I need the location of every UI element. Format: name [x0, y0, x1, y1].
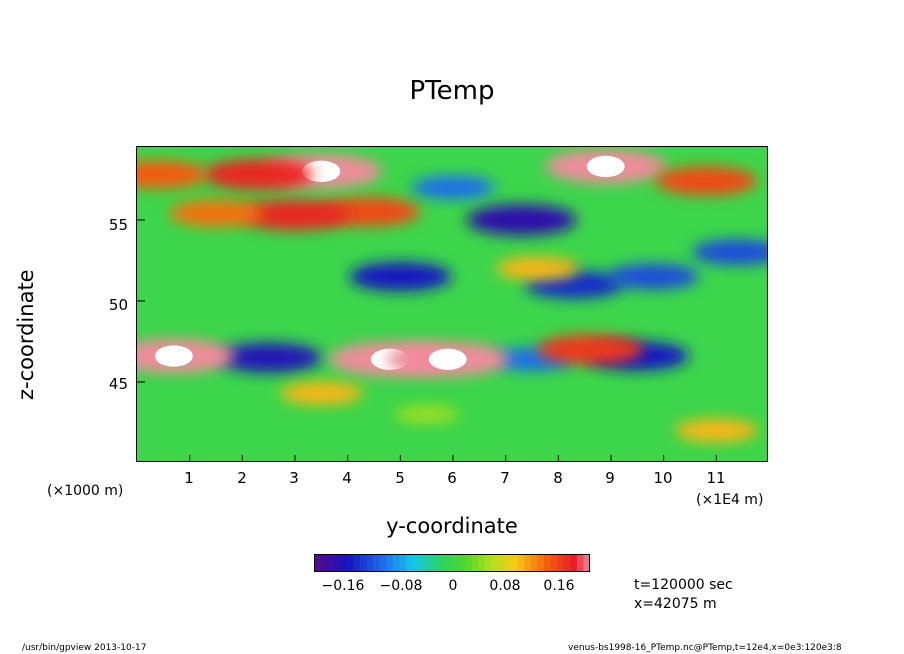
heatmap-feature-1: [239, 199, 351, 231]
y-axis-label: z-coordinate: [14, 269, 38, 400]
colorbar-swatch-16: [419, 554, 427, 572]
x-tick-11: 11: [706, 469, 726, 487]
colorbar-swatch-22: [458, 554, 466, 572]
heatmap-feature-2: [168, 200, 264, 227]
chart-title: PTemp: [409, 76, 495, 106]
colorbar-swatch-25: [478, 554, 486, 572]
colorbar-swatch-9: [373, 554, 381, 572]
heatmap-feature-19: [411, 175, 495, 200]
heatmap: [137, 147, 767, 461]
heatmap-background: [137, 147, 767, 461]
colorbar-swatch-14: [406, 554, 414, 572]
colorbar-swatch-12: [392, 554, 400, 572]
colorbar-swatch-38: [563, 554, 571, 572]
colorbar-swatch-27: [491, 554, 499, 572]
colorbar-swatch-6: [353, 554, 361, 572]
x-tick-3: 3: [289, 469, 299, 487]
colorbar-swatch-4: [340, 554, 348, 572]
colorbar-tick-0: 0: [448, 578, 458, 594]
heatmap-feature-18: [137, 160, 208, 189]
plot-area: [136, 146, 768, 462]
colorbar-swatch-3: [333, 554, 341, 572]
heatmap-feature-20: [654, 166, 757, 196]
colorbar-swatch-23: [465, 554, 473, 572]
colorbar-swatch-31: [517, 554, 525, 572]
x-tick-10: 10: [653, 469, 673, 487]
heatmap-feature-23: [279, 381, 363, 406]
x-tick-9: 9: [605, 469, 615, 487]
colorbar-swatch-41: [583, 554, 591, 572]
colorbar-swatch-18: [432, 554, 440, 572]
y-unit-label: (×1000 m): [47, 483, 124, 499]
x-tick-7: 7: [500, 469, 510, 487]
colorbar-swatch-36: [550, 554, 558, 572]
colorbar-swatch-37: [557, 554, 565, 572]
colorbar-swatch-28: [498, 554, 506, 572]
colorbar-swatches: [314, 554, 591, 572]
colorbar-swatch-40: [576, 554, 584, 572]
y-tick-45: 45: [108, 375, 128, 393]
y-tick-50: 50: [108, 296, 128, 314]
colorbar-tick-neg016: −0.16: [321, 578, 365, 594]
colorbar-swatch-29: [504, 554, 512, 572]
x-tick-6: 6: [447, 469, 457, 487]
colorbar-swatch-11: [386, 554, 394, 572]
colorbar-swatch-5: [346, 554, 354, 572]
colorbar-swatch-0: [314, 554, 322, 572]
heatmap-saturated-12: [428, 348, 467, 370]
heatmap-feature-21: [691, 239, 767, 266]
colorbar-swatch-1: [320, 554, 328, 572]
footer-left: /usr/bin/gpview 2013-10-17: [22, 643, 147, 653]
heatmap-feature-22: [394, 405, 459, 424]
colorbar-swatch-8: [366, 554, 374, 572]
x-tick-1: 1: [184, 469, 194, 487]
x-tick-5: 5: [395, 469, 405, 487]
colorbar-tick-016: 0.16: [543, 578, 575, 594]
colorbar-tick-008: 0.08: [489, 578, 521, 594]
position-info: x=42075 m: [634, 596, 717, 612]
time-info: t=120000 sec: [634, 577, 733, 593]
colorbar-swatch-35: [544, 554, 552, 572]
colorbar-swatch-17: [425, 554, 433, 572]
heatmap-saturated-16: [586, 155, 625, 178]
x-tick-2: 2: [237, 469, 247, 487]
heatmap-feature-17: [203, 159, 314, 191]
colorbar-swatch-2: [327, 554, 335, 572]
colorbar-swatch-32: [524, 554, 532, 572]
colorbar-swatch-7: [360, 554, 368, 572]
heatmap-saturated-13: [154, 345, 193, 367]
heatmap-feature-24: [674, 418, 758, 443]
colorbar-swatch-33: [530, 554, 538, 572]
colorbar-swatch-15: [412, 554, 420, 572]
colorbar-frame: [314, 554, 590, 572]
colorbar-swatch-21: [452, 554, 460, 572]
colorbar-swatch-19: [438, 554, 446, 572]
heatmap-feature-6: [607, 263, 699, 290]
colorbar-swatch-39: [570, 554, 578, 572]
heatmap-feature-4: [349, 262, 452, 292]
footer-right: venus-bs1998-16_PTemp.nc@PTemp,t=12e4,x=…: [568, 643, 842, 653]
colorbar-tick-neg008: −0.08: [379, 578, 423, 594]
colorbar-swatch-30: [511, 554, 519, 572]
colorbar-swatch-13: [399, 554, 407, 572]
x-unit-label: (×1E4 m): [696, 492, 764, 508]
colorbar-swatch-34: [537, 554, 545, 572]
colorbar: [314, 554, 591, 572]
colorbar-swatch-26: [484, 554, 492, 572]
colorbar-swatch-20: [445, 554, 453, 572]
x-axis-label: y-coordinate: [386, 514, 518, 538]
x-tick-4: 4: [342, 469, 352, 487]
colorbar-swatch-24: [471, 554, 479, 572]
heatmap-feature-14: [536, 334, 644, 365]
heatmap-feature-3: [466, 204, 577, 236]
heatmap-feature-8: [215, 342, 322, 373]
heatmap-feature-7: [495, 256, 579, 281]
x-tick-8: 8: [553, 469, 563, 487]
y-tick-55: 55: [108, 216, 128, 234]
colorbar-swatch-10: [379, 554, 387, 572]
